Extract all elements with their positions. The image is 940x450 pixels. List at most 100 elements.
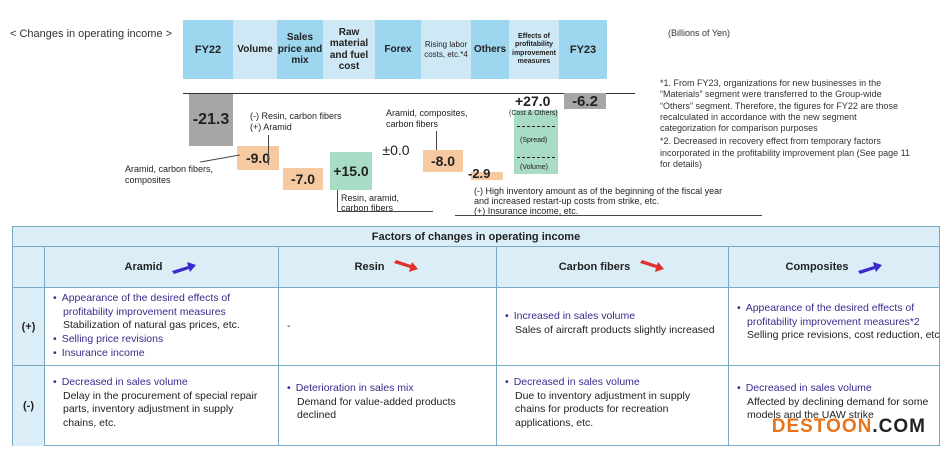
- labor-note-1: Aramid, composites,: [386, 108, 468, 118]
- price-note-1: (-) Resin, carbon fibers: [250, 111, 342, 121]
- raw-leader: [337, 190, 338, 212]
- others-note-1: (-) High inventory amount as of the begi…: [474, 186, 723, 196]
- category-label: Forex: [375, 20, 421, 79]
- category-label: Rising labor costs, etc.*4: [424, 40, 468, 59]
- category-label: Volume: [237, 44, 273, 55]
- factor-item: Appearance of the desired effects of: [737, 302, 933, 316]
- cell-composites-minus: Decreased in sales volume Affected by de…: [729, 366, 940, 446]
- zero-baseline: [183, 93, 635, 94]
- category-label: Raw material and fuel cost: [329, 26, 369, 73]
- column-label: Resin: [354, 261, 385, 273]
- bar-volume: -9.0: [237, 146, 279, 170]
- category-label: FY23: [559, 20, 607, 79]
- units-label: (Billions of Yen): [668, 28, 731, 38]
- row-label-plus: (+): [13, 288, 45, 365]
- footnote-line: categorization for comparison purposes: [660, 123, 818, 133]
- watermark-part-1: DESTOON: [771, 416, 873, 437]
- factor-detail: Demand for value-added products: [297, 395, 456, 408]
- bar-forex: ±0.0: [382, 142, 410, 158]
- others-note-3: (+) Insurance income, etc.: [474, 206, 579, 216]
- column-carbon-fibers: Carbon fibers: [497, 247, 729, 287]
- factors-table: Factors of changes in operating income A…: [12, 226, 940, 446]
- section-title: < Changes in operating income >: [10, 28, 173, 40]
- category-label: FY22: [183, 20, 233, 79]
- table-header-blank: [13, 247, 45, 287]
- cell-resin-plus: -: [279, 288, 497, 365]
- factor-item: Decreased in sales volume: [737, 382, 933, 396]
- factor-item: Appearance of the desired effects of: [53, 292, 270, 306]
- footnote-line: “Others” segment. Therefore, the figures…: [660, 100, 898, 111]
- column-aramid: Aramid: [45, 247, 279, 287]
- labor-leader: [436, 131, 437, 150]
- others-leader: [455, 215, 762, 216]
- cell-aramid-plus: Appearance of the desired effects of pro…: [45, 288, 279, 365]
- down-arrow-icon: [394, 260, 419, 272]
- factor-item: Decreased in sales volume: [505, 376, 720, 390]
- volume-note: Aramid, carbon fibers, composites: [125, 164, 214, 185]
- factor-detail: Selling price revisions, cost reduction,…: [747, 329, 940, 342]
- factor-item-cont: profitability improvement measures*2: [747, 315, 920, 328]
- bar-raw-material: +15.0: [330, 152, 372, 190]
- factor-detail: chains for products for recreation: [515, 403, 669, 416]
- effects-spread-label: (Spread): [520, 137, 548, 144]
- footnote-1: *1. From FY23, organizations for new bus…: [660, 78, 940, 134]
- column-composites: Composites: [729, 247, 940, 287]
- cell-aramid-minus: Decreased in sales volume Delay in the p…: [45, 366, 279, 446]
- cell-composites-plus: Appearance of the desired effects of pro…: [729, 288, 940, 365]
- factor-detail: Stabilization of natural gas prices, etc…: [63, 319, 240, 332]
- bar-effects: [514, 110, 558, 174]
- effects-divider: [517, 126, 555, 127]
- price-leader: [268, 135, 269, 165]
- factor-detail: models and the UAW strike: [747, 409, 874, 422]
- others-note-2: and increased restart-up costs from stri…: [474, 196, 660, 206]
- price-note-2: (+) Aramid: [250, 122, 292, 132]
- factor-item: Selling price revisions: [53, 333, 270, 347]
- bar-price-mix: -7.0: [283, 168, 323, 190]
- column-label: Composites: [785, 261, 849, 273]
- factor-detail: Sales of aircraft products slightly incr…: [515, 323, 715, 336]
- cell-carbon-minus: Decreased in sales volume Due to invento…: [497, 366, 729, 446]
- factor-detail: Due to inventory adjustment in supply: [515, 389, 691, 402]
- watermark-logo: DESTOON.COM: [772, 416, 926, 438]
- footnote-line: “Materials” segment were transferred to …: [660, 89, 882, 100]
- factor-detail: applications, etc.: [515, 416, 594, 429]
- up-arrow-icon: [858, 262, 883, 274]
- bar-fy23: -6.2: [564, 93, 606, 110]
- effects-volume-label: (Volume): [520, 164, 549, 171]
- row-label-minus: (-): [13, 366, 45, 446]
- footnote-line: *2. Decreased in recovery effect from te…: [660, 136, 881, 147]
- factor-item: Deterioration in sales mix: [287, 382, 488, 396]
- footnote-line: for details): [660, 158, 703, 169]
- down-arrow-icon: [640, 260, 665, 272]
- bar-labor: -8.0: [423, 150, 463, 172]
- column-label: Carbon fibers: [558, 261, 631, 273]
- row-divider: [13, 365, 939, 366]
- table-title: Factors of changes in operating income: [13, 227, 939, 247]
- footnotes: *1. From FY23, organizations for new bus…: [660, 78, 940, 172]
- category-label: Sales price and mix: [277, 20, 323, 79]
- effects-divider: [517, 157, 555, 158]
- labor-note-2: carbon fibers: [386, 119, 439, 129]
- category-label: Effects of profitability improvement mea…: [512, 33, 556, 65]
- raw-note-2: carbon fibers: [341, 203, 394, 213]
- column-resin: Resin: [279, 247, 497, 287]
- factor-detail: declined: [297, 409, 337, 422]
- cell-carbon-plus: Increased in sales volume Sales of aircr…: [497, 288, 729, 365]
- raw-note-1: Resin, aramid,: [341, 193, 400, 203]
- factor-item: Insurance income: [53, 347, 270, 361]
- factor-item-cont: profitability improvement measures: [63, 305, 226, 318]
- up-arrow-icon: [172, 262, 197, 274]
- watermark-part-2: .COM: [872, 416, 926, 437]
- bar-fy22: -21.3: [189, 94, 233, 146]
- factor-item: Increased in sales volume: [505, 310, 720, 324]
- footnote-line: incorporated in the profitability improv…: [660, 147, 910, 158]
- cell-resin-minus: Deterioration in sales mix Demand for va…: [279, 366, 497, 446]
- column-label: Aramid: [124, 261, 163, 273]
- factor-detail: parts, inventory adjustment in supply: [63, 403, 234, 416]
- footnote-line: *1. From FY23, organizations for new bus…: [660, 78, 882, 88]
- bar-others-label: -2.9: [468, 166, 491, 181]
- volume-leader: [200, 154, 240, 163]
- footnote-line: recalculated in accordance with the new …: [660, 111, 857, 122]
- factor-detail: Affected by declining demand for some: [747, 395, 929, 408]
- bar-effects-label: +27.0: [515, 93, 551, 109]
